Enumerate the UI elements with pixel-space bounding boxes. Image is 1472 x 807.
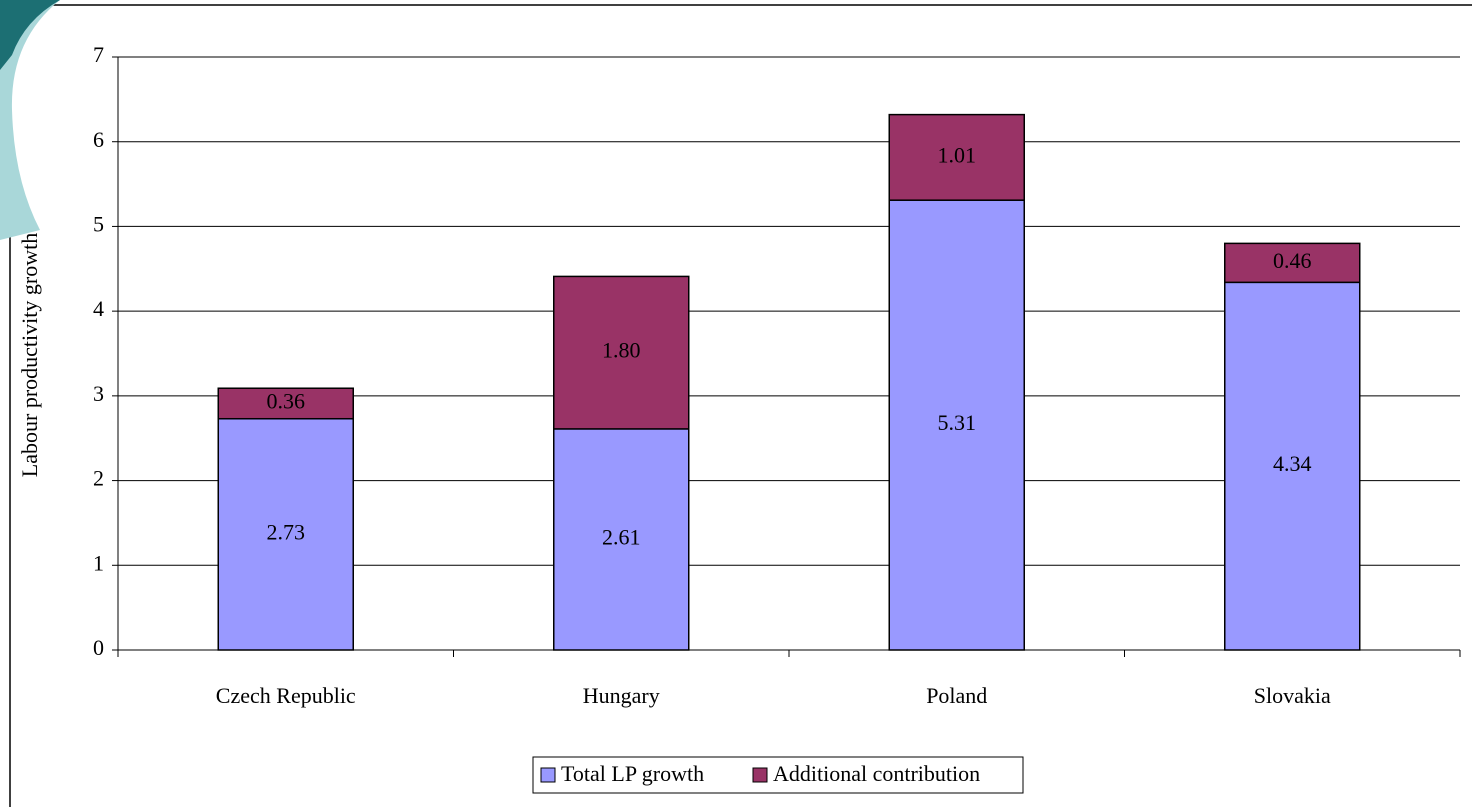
data-label: 0.46 [1273, 248, 1312, 273]
x-tick-label: Czech Republic [216, 683, 356, 708]
y-tick-label: 6 [93, 127, 104, 152]
bar-segment [217, 387, 354, 420]
y-tick-label: 5 [93, 211, 104, 236]
bar-segment [553, 275, 690, 430]
y-tick-label: 2 [93, 466, 104, 491]
bar-segment [217, 417, 354, 651]
y-tick-label: 3 [93, 381, 104, 406]
data-label: 1.01 [938, 142, 977, 167]
legend-label: Total LP growth [561, 761, 704, 786]
data-label: 0.36 [267, 389, 306, 414]
x-tick-label: Slovakia [1254, 683, 1331, 708]
legend-swatch [752, 767, 768, 783]
data-label: 1.80 [602, 338, 641, 363]
x-tick-label: Poland [926, 683, 987, 708]
decoration [0, 0, 60, 70]
legend-label: Additional contribution [773, 761, 980, 786]
y-tick-label: 0 [93, 635, 104, 660]
y-tick-label: 1 [93, 550, 104, 575]
y-tick-label: 4 [93, 296, 104, 321]
bar-segment [888, 113, 1025, 201]
y-axis-label: Labour productivity growth [17, 233, 42, 477]
y-tick-label: 7 [93, 42, 104, 67]
legend-box [532, 756, 1024, 794]
data-label: 5.31 [938, 410, 977, 435]
bar-segment [1224, 281, 1361, 651]
data-label: 2.61 [602, 524, 641, 549]
data-label: 4.34 [1273, 451, 1312, 476]
decoration [0, 0, 60, 240]
data-label: 2.73 [267, 519, 306, 544]
bar-segment [888, 199, 1025, 651]
x-tick-label: Hungary [583, 683, 660, 708]
legend-swatch [540, 767, 556, 783]
bar-segment [553, 428, 690, 651]
bar-segment [1224, 242, 1361, 284]
